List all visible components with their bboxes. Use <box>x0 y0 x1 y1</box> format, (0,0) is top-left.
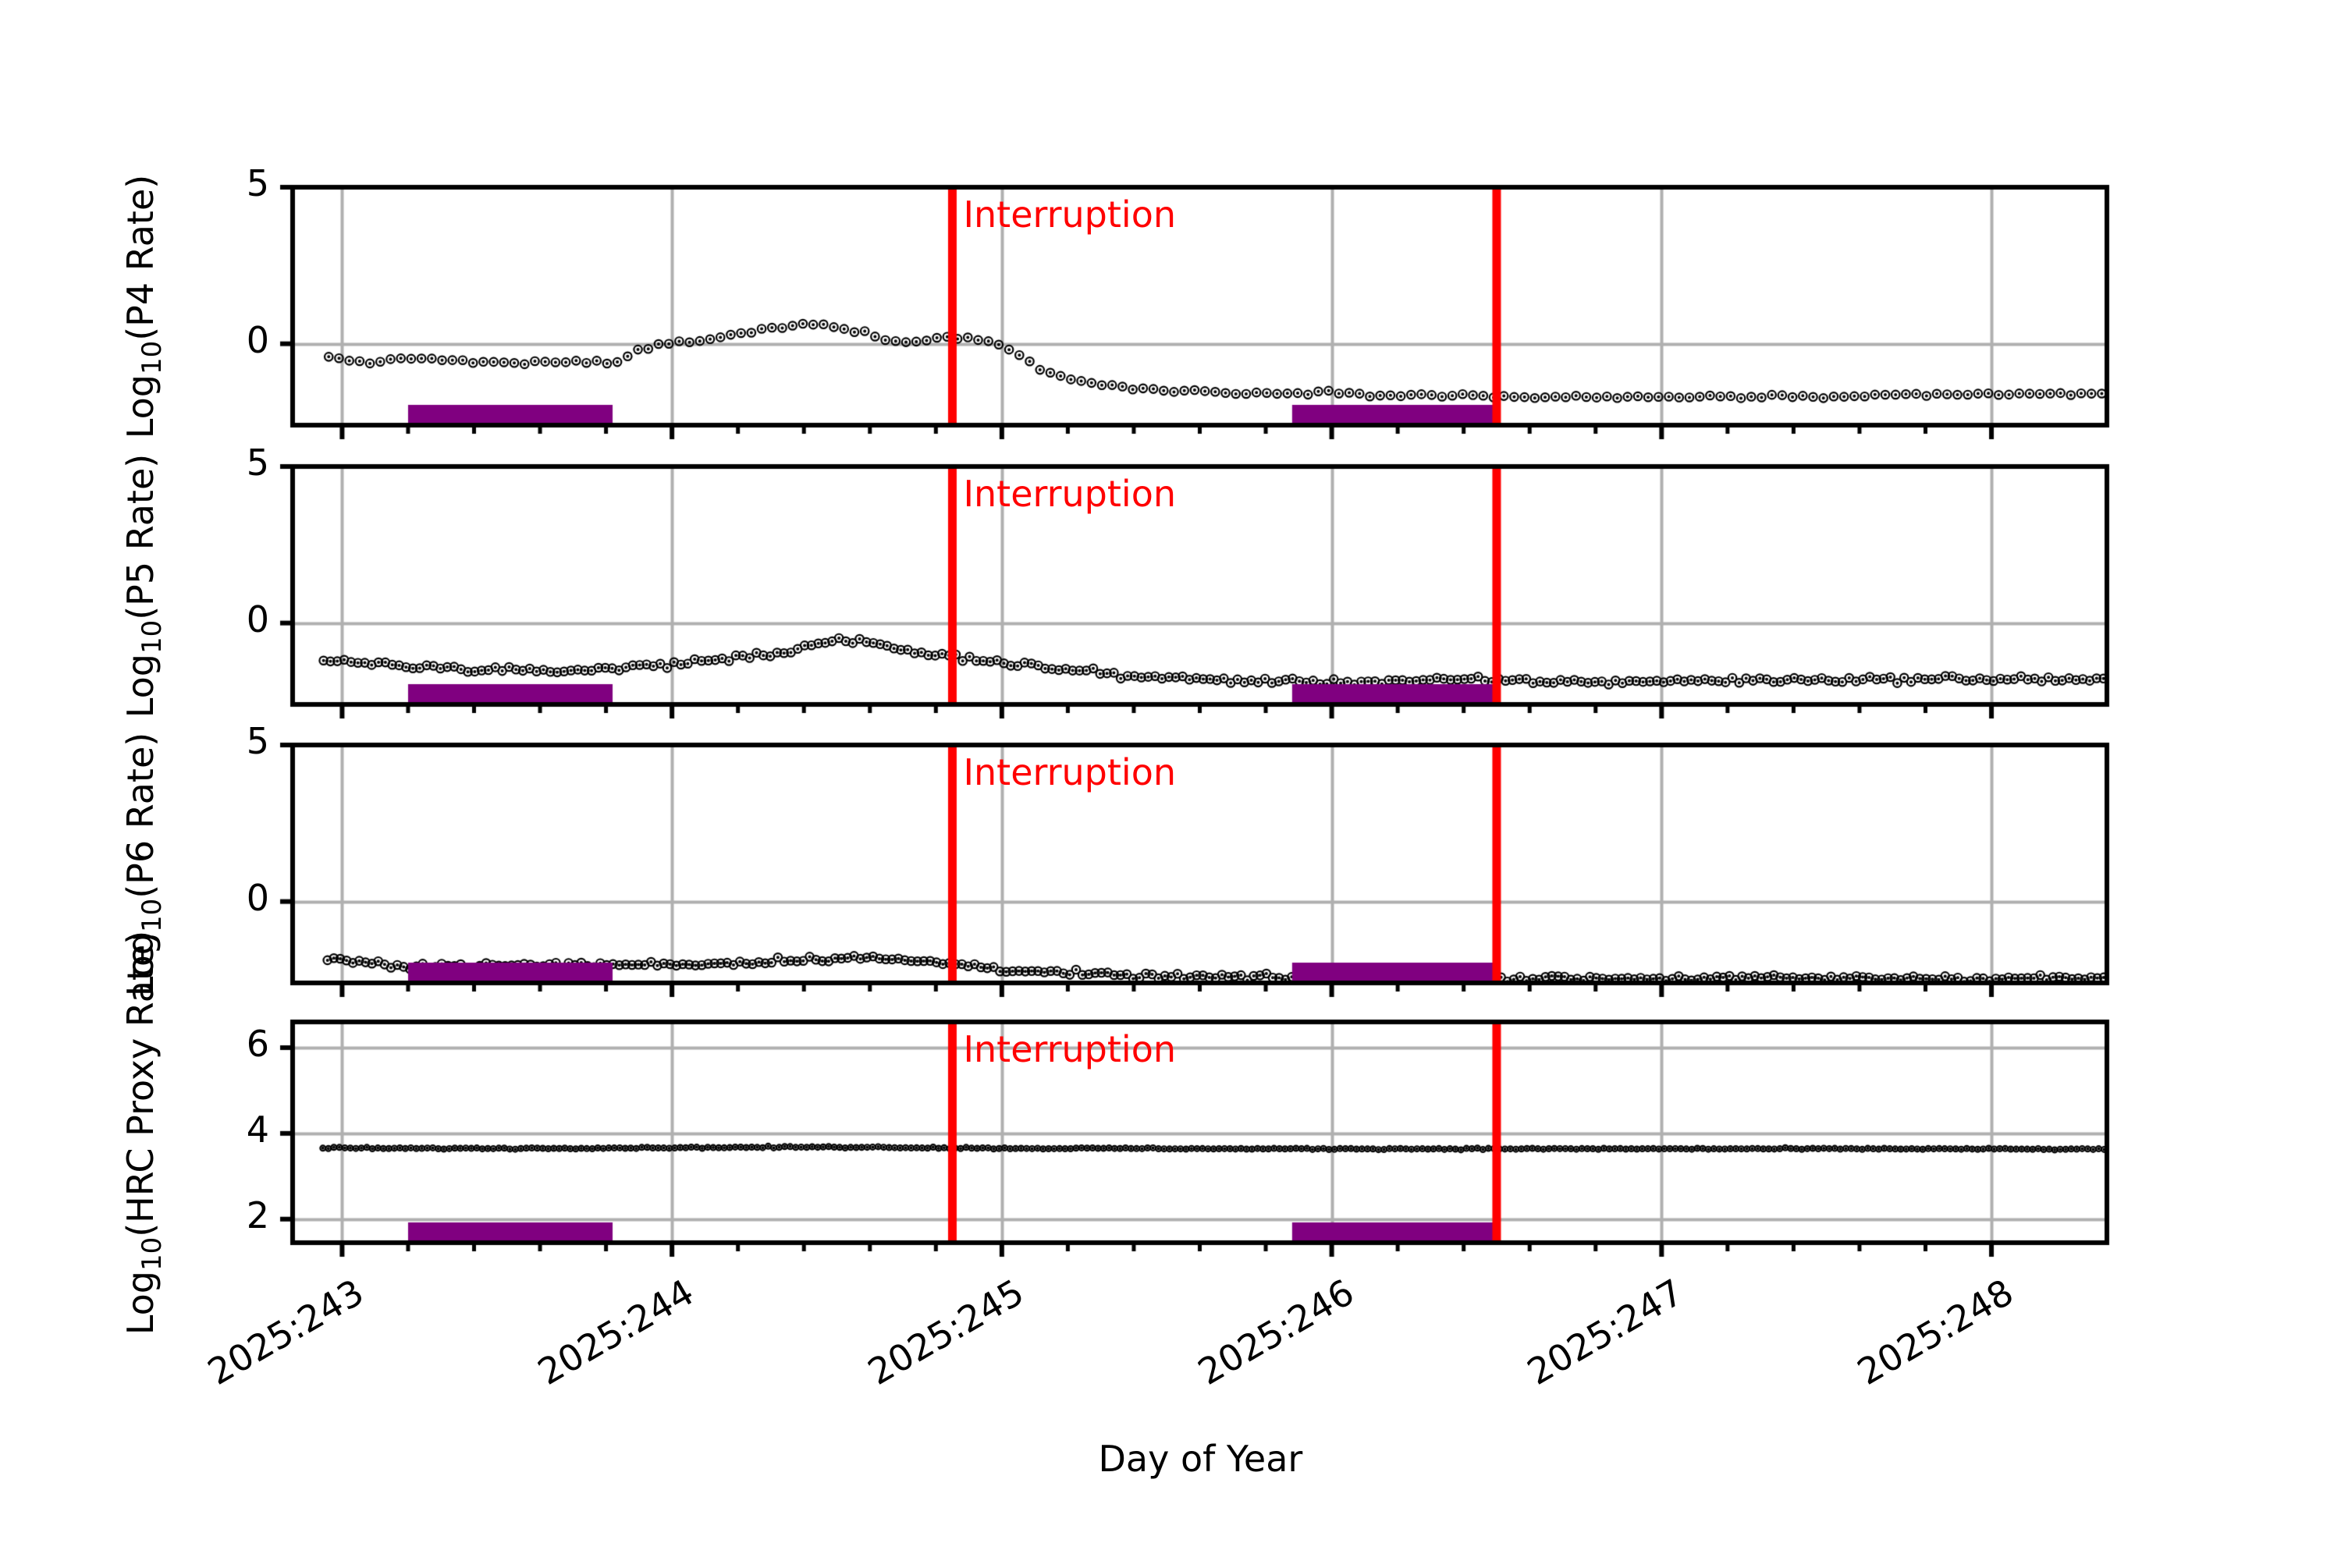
ytick-label: 0 <box>246 318 269 361</box>
ytick-label: 5 <box>246 720 269 762</box>
ylabel-hrc-proxy-rate: Log10(HRC Proxy Rate) <box>119 930 168 1335</box>
ytick-label: 0 <box>246 876 269 919</box>
ytick-label: 6 <box>246 1022 269 1065</box>
ylabel-p5-rate: Log10(P5 Rate) <box>119 453 168 718</box>
ylabel-p4-rate: Log10(P4 Rate) <box>119 174 168 438</box>
ytick-label: 5 <box>246 442 269 484</box>
ytick-label: 5 <box>246 162 269 204</box>
ytick-label: 0 <box>246 598 269 640</box>
ytick-label: 4 <box>246 1108 269 1151</box>
ytick-label: 2 <box>246 1194 269 1236</box>
xaxis-label: Day of Year <box>1098 1438 1303 1480</box>
